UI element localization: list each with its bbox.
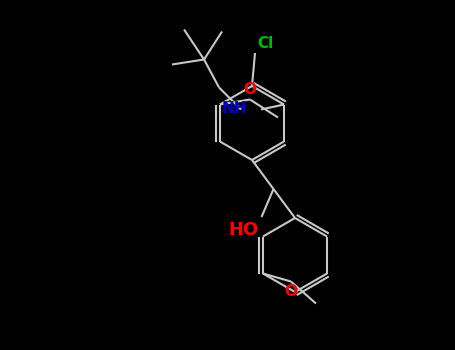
Text: O: O xyxy=(243,83,257,98)
Text: NH: NH xyxy=(222,101,247,116)
Text: Cl: Cl xyxy=(257,36,273,51)
Text: HO: HO xyxy=(228,221,258,239)
Text: O: O xyxy=(284,284,298,299)
